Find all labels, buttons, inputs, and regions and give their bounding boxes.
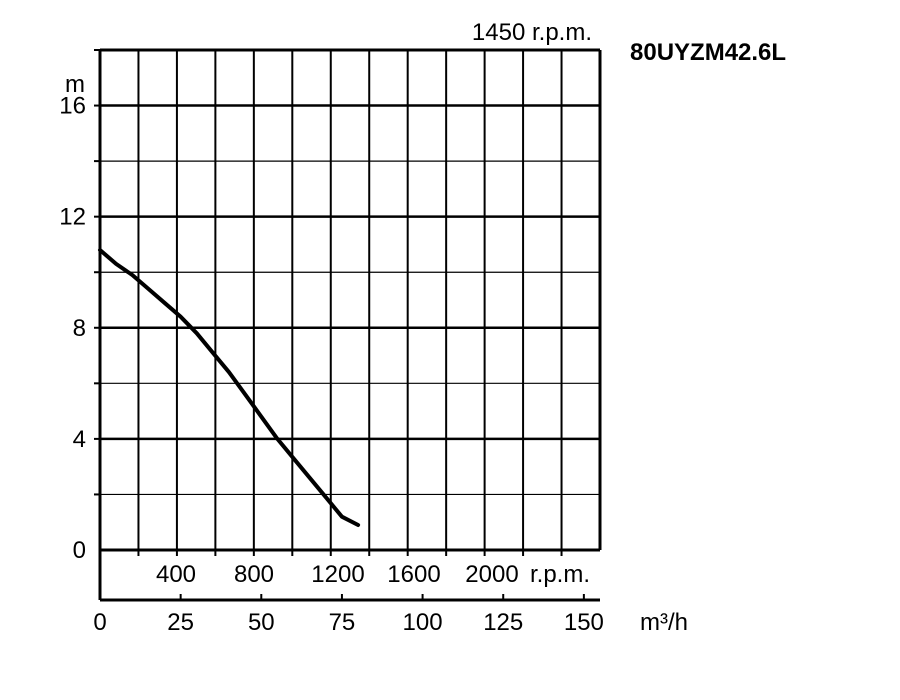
grid bbox=[100, 50, 600, 550]
ticks-layer: 0 4 8 12 16 0 25 50 75 100 125 150 400 800 1200 1600 200… bbox=[59, 49, 604, 636]
plot-frame bbox=[98, 48, 602, 602]
y-tick-label: 16 bbox=[59, 93, 86, 120]
x-tick-label: 125 bbox=[483, 609, 523, 636]
secondary-x-tick-label: 400 bbox=[156, 561, 196, 588]
y-axis-label: m bbox=[65, 71, 85, 98]
labels-layer: 1450 r.p.m. 80UYZM42.6L m m³/h r.p.m. bbox=[65, 19, 786, 636]
y-tick-label: 0 bbox=[73, 537, 86, 564]
x-tick-label: 100 bbox=[403, 609, 443, 636]
secondary-x-tick-label: 800 bbox=[234, 561, 274, 588]
secondary-x-tick-label: 1200 bbox=[311, 561, 364, 588]
x-tick-label: 25 bbox=[167, 609, 194, 636]
curve-layer bbox=[98, 248, 361, 527]
secondary-x-tick-label: 2000 bbox=[465, 561, 518, 588]
x-tick-label: 0 bbox=[93, 609, 106, 636]
chart-title: 80UYZM42.6L bbox=[630, 39, 786, 66]
head-flow-curve bbox=[98, 248, 361, 527]
y-tick-label: 8 bbox=[73, 315, 86, 342]
secondary-x-tick-label: 1600 bbox=[387, 561, 440, 588]
y-tick-label: 4 bbox=[73, 426, 86, 453]
y-tick-label: 12 bbox=[59, 204, 86, 231]
secondary-x-unit: r.p.m. bbox=[530, 561, 590, 588]
x-tick-label: 50 bbox=[248, 609, 275, 636]
x-axis-label: m³/h bbox=[640, 609, 688, 636]
x-tick-label: 75 bbox=[329, 609, 356, 636]
x-tick-label: 150 bbox=[564, 609, 604, 636]
speed-label: 1450 r.p.m. bbox=[472, 19, 592, 46]
